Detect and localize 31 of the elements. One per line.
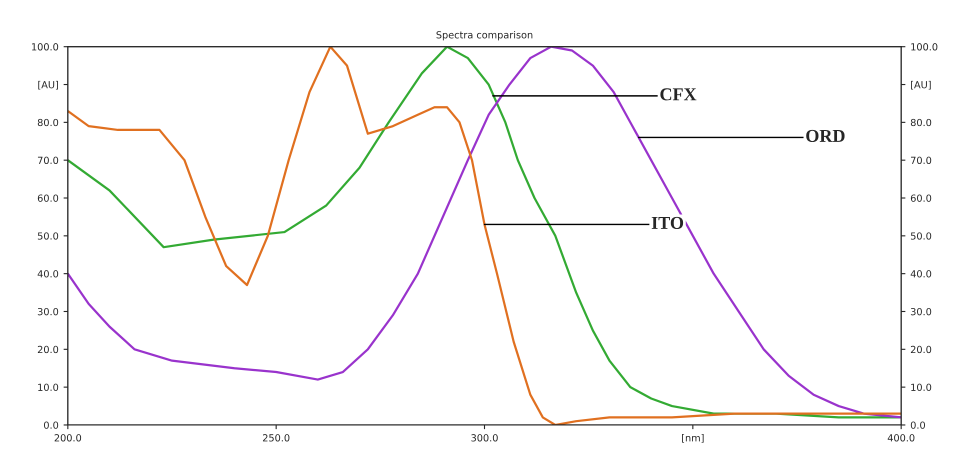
annotation: ITO [652,216,684,230]
y-tick-label: 30.0 [38,308,58,316]
chart-title: Spectra comparison [436,30,532,40]
y2-tick-label: [AU] [911,80,931,90]
y-tick-label: 50.0 [38,232,58,240]
y-tick-label: 0.0 [44,421,58,429]
y2-tick-label: 10.0 [911,384,932,391]
y-tick-label: 60.0 [38,194,58,202]
y2-tick-label: 30.0 [910,308,932,316]
y-tick-label: 20.0 [38,346,58,354]
y-tick-label: 80.0 [38,118,58,126]
y2-tick-label: 40.0 [910,270,932,278]
y-tick-label: [AU] [38,80,58,90]
y-tick-label: 40.0 [38,270,58,278]
y2-tick-label: 60.0 [910,194,932,202]
y2-tick-label: 50.0 [910,232,932,240]
y-tick-label: 70.0 [38,156,58,164]
annotation: ORD [806,130,845,142]
annotation: CFX [660,88,696,100]
y2-tick-label: 80.0 [910,118,932,126]
y2-tick-label: 70.0 [910,156,932,164]
x-tick-label: 300.0 [471,434,498,442]
y2-tick-label: 0.0 [910,421,926,429]
y2-tick-label: 100.0 [911,43,938,51]
x-tick-label: 200.0 [54,434,82,442]
x-tick-label: 250.0 [262,434,290,442]
y2-tick-label: 20.0 [910,346,932,354]
y-tick-label: 10.0 [38,384,58,391]
x-tick-label: [nm] [682,434,704,443]
x-tick-label: 400.0 [888,434,914,442]
y-tick-label: 100.0 [32,43,58,51]
